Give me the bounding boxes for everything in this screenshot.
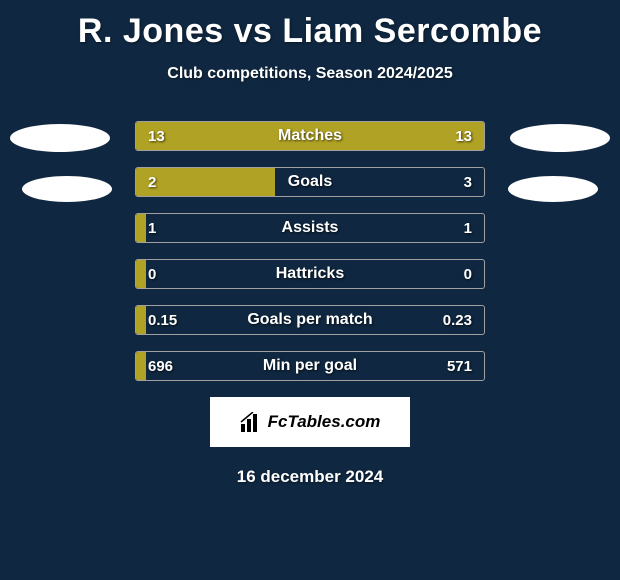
stat-row: Hattricks0 0 bbox=[135, 259, 485, 289]
stat-label: Goals per match bbox=[136, 306, 484, 334]
stat-value-left: 696 bbox=[148, 352, 173, 380]
brand-text: FcTables.com bbox=[268, 412, 381, 432]
stat-row: Min per goal696 571 bbox=[135, 351, 485, 381]
date-text: 16 december 2024 bbox=[0, 467, 620, 487]
brand-box: FcTables.com bbox=[210, 397, 410, 447]
brand-chart-icon bbox=[240, 412, 262, 432]
stat-row: Matches13 13 bbox=[135, 121, 485, 151]
stat-value-left: 13 bbox=[148, 122, 165, 150]
stat-value-right: 3 bbox=[464, 168, 472, 196]
subtitle: Club competitions, Season 2024/2025 bbox=[0, 65, 620, 83]
stat-label: Hattricks bbox=[136, 260, 484, 288]
stat-value-left: 2 bbox=[148, 168, 156, 196]
stat-value-right: 0.23 bbox=[443, 306, 472, 334]
stat-label: Matches bbox=[136, 122, 484, 150]
stat-label: Min per goal bbox=[136, 352, 484, 380]
stat-value-left: 0.15 bbox=[148, 306, 177, 334]
stat-value-right: 13 bbox=[455, 122, 472, 150]
stat-label: Assists bbox=[136, 214, 484, 242]
stat-row: Goals per match0.15 0.23 bbox=[135, 305, 485, 335]
stat-value-right: 0 bbox=[464, 260, 472, 288]
stat-value-right: 1 bbox=[464, 214, 472, 242]
page-title: R. Jones vs Liam Sercombe bbox=[0, 0, 620, 51]
stat-row: Goals2 3 bbox=[135, 167, 485, 197]
stat-row: Assists1 1 bbox=[135, 213, 485, 243]
stats-container: Matches13 13 Goals2 3 Assists1 1 Hattricks0 0 Go… bbox=[0, 121, 620, 381]
stat-value-left: 0 bbox=[148, 260, 156, 288]
stat-value-right: 571 bbox=[447, 352, 472, 380]
stat-value-left: 1 bbox=[148, 214, 156, 242]
stat-label: Goals bbox=[136, 168, 484, 196]
